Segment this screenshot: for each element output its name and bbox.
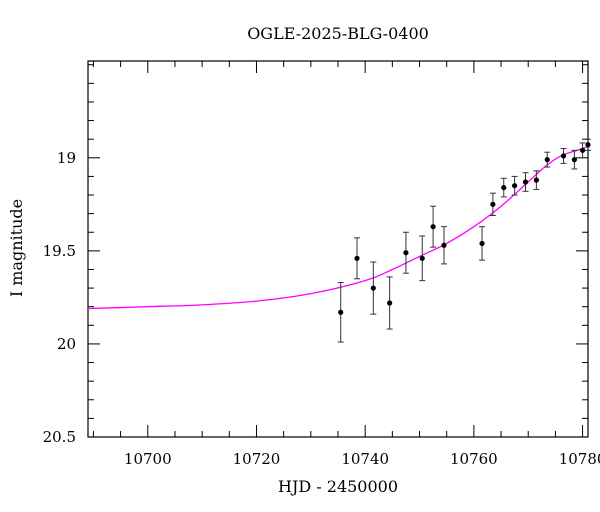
x-tick-label: 10780: [559, 450, 600, 468]
y-tick-label: 20.5: [43, 428, 76, 446]
data-point: [500, 177, 507, 198]
point-marker: [479, 240, 485, 247]
observations-layer: [337, 138, 591, 343]
point-marker: [579, 147, 586, 153]
plot-frame: [87, 60, 589, 438]
data-point: [430, 205, 437, 248]
point-marker: [490, 201, 496, 207]
data-point: [560, 147, 567, 164]
axis-ticks: [88, 61, 588, 438]
point-marker: [419, 255, 425, 261]
data-point: [386, 276, 393, 330]
x-tick-label: 10740: [341, 450, 389, 468]
x-tick-label: 10720: [233, 450, 281, 468]
point-marker: [354, 255, 360, 261]
y-tick-label: 19: [57, 149, 76, 167]
data-point: [533, 170, 540, 190]
x-tick-label: 10760: [450, 450, 498, 468]
x-tick-label: 10700: [124, 450, 172, 468]
chart-title: OGLE-2025-BLG-0400: [247, 24, 429, 43]
data-point: [511, 175, 518, 196]
point-marker: [560, 153, 567, 159]
data-point: [354, 237, 361, 280]
y-axis-label: I magnitude: [7, 199, 26, 297]
point-marker: [441, 242, 447, 248]
data-point: [440, 226, 447, 265]
data-point: [585, 138, 591, 151]
point-marker: [370, 285, 376, 291]
point-marker: [512, 183, 518, 189]
point-marker: [585, 142, 591, 148]
point-marker: [533, 177, 539, 183]
model-curve: [87, 146, 589, 310]
model-curve-layer: [87, 146, 589, 310]
data-point: [337, 282, 344, 343]
point-marker: [387, 300, 393, 306]
data-point: [479, 226, 486, 261]
axis-tick-labels: 10700 10720 10740 10760 10780 19 19.5 20 20.5: [43, 149, 600, 468]
y-tick-label: 19.5: [43, 242, 76, 260]
data-point: [402, 231, 409, 274]
x-axis-label: HJD - 2450000: [278, 477, 398, 496]
data-point: [489, 192, 496, 216]
point-marker: [338, 309, 344, 315]
point-marker: [544, 157, 550, 163]
data-point: [571, 149, 578, 170]
data-point: [370, 261, 377, 315]
data-point: [579, 142, 586, 159]
point-marker: [430, 224, 436, 230]
data-point: [522, 172, 529, 192]
point-marker: [571, 157, 578, 163]
point-marker: [403, 250, 409, 256]
point-marker: [522, 179, 529, 185]
data-point: [419, 235, 426, 282]
point-marker: [501, 184, 507, 191]
y-tick-label: 20: [57, 335, 76, 353]
data-point: [544, 151, 551, 168]
